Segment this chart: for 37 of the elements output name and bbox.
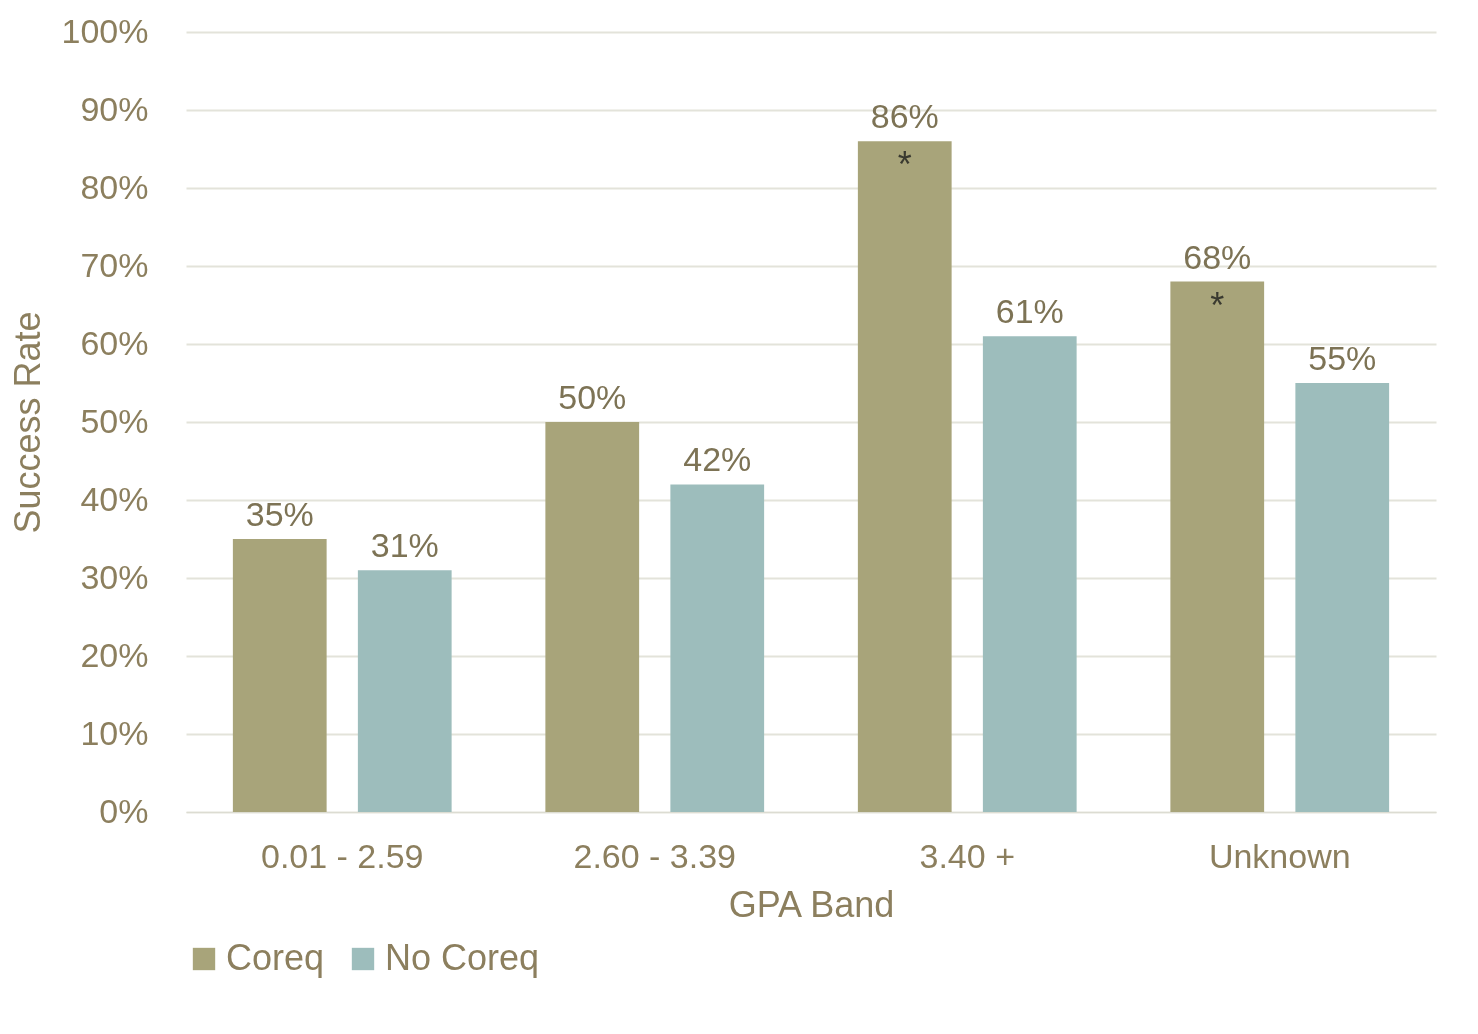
x-tick-label: Unknown bbox=[1208, 836, 1351, 875]
y-axis-title: Success Rate bbox=[6, 311, 48, 534]
y-tick-label: 30% bbox=[80, 557, 149, 596]
y-tick-label: 100% bbox=[61, 11, 149, 50]
bar bbox=[982, 336, 1077, 812]
bar bbox=[1295, 383, 1390, 812]
legend-label: Coreq bbox=[226, 937, 325, 978]
y-tick-label: 10% bbox=[80, 713, 149, 752]
annotation: * bbox=[1210, 284, 1225, 326]
x-tick-label: 3.40 + bbox=[919, 836, 1015, 875]
annotation: * bbox=[897, 144, 912, 186]
bar bbox=[857, 141, 952, 812]
bar bbox=[357, 570, 452, 812]
data-label: 86% bbox=[870, 97, 939, 136]
y-tick-label: 0% bbox=[99, 791, 149, 830]
x-tick-label: 2.60 - 3.39 bbox=[573, 836, 737, 875]
y-tick-label: 60% bbox=[80, 323, 149, 362]
y-tick-label: 70% bbox=[80, 245, 149, 284]
x-axis-title: GPA Band bbox=[728, 883, 895, 925]
y-tick-label: 80% bbox=[80, 167, 149, 206]
data-label: 42% bbox=[683, 440, 752, 479]
data-label: 31% bbox=[370, 526, 439, 565]
x-tick-label: 0.01 - 2.59 bbox=[260, 836, 424, 875]
bar bbox=[1170, 281, 1265, 812]
legend-label: No Coreq bbox=[385, 937, 540, 978]
y-tick-label: 40% bbox=[80, 479, 149, 518]
bar bbox=[545, 422, 640, 812]
y-tick-label: 20% bbox=[80, 635, 149, 674]
data-label: 35% bbox=[245, 495, 314, 533]
data-label: 61% bbox=[995, 292, 1064, 331]
y-tick-label: 90% bbox=[80, 89, 149, 128]
bar bbox=[670, 484, 765, 812]
data-label: 55% bbox=[1308, 339, 1377, 377]
data-label: 68% bbox=[1183, 237, 1252, 276]
y-tick-label: 50% bbox=[80, 401, 149, 440]
bar bbox=[232, 539, 327, 812]
data-label: 50% bbox=[558, 378, 627, 416]
